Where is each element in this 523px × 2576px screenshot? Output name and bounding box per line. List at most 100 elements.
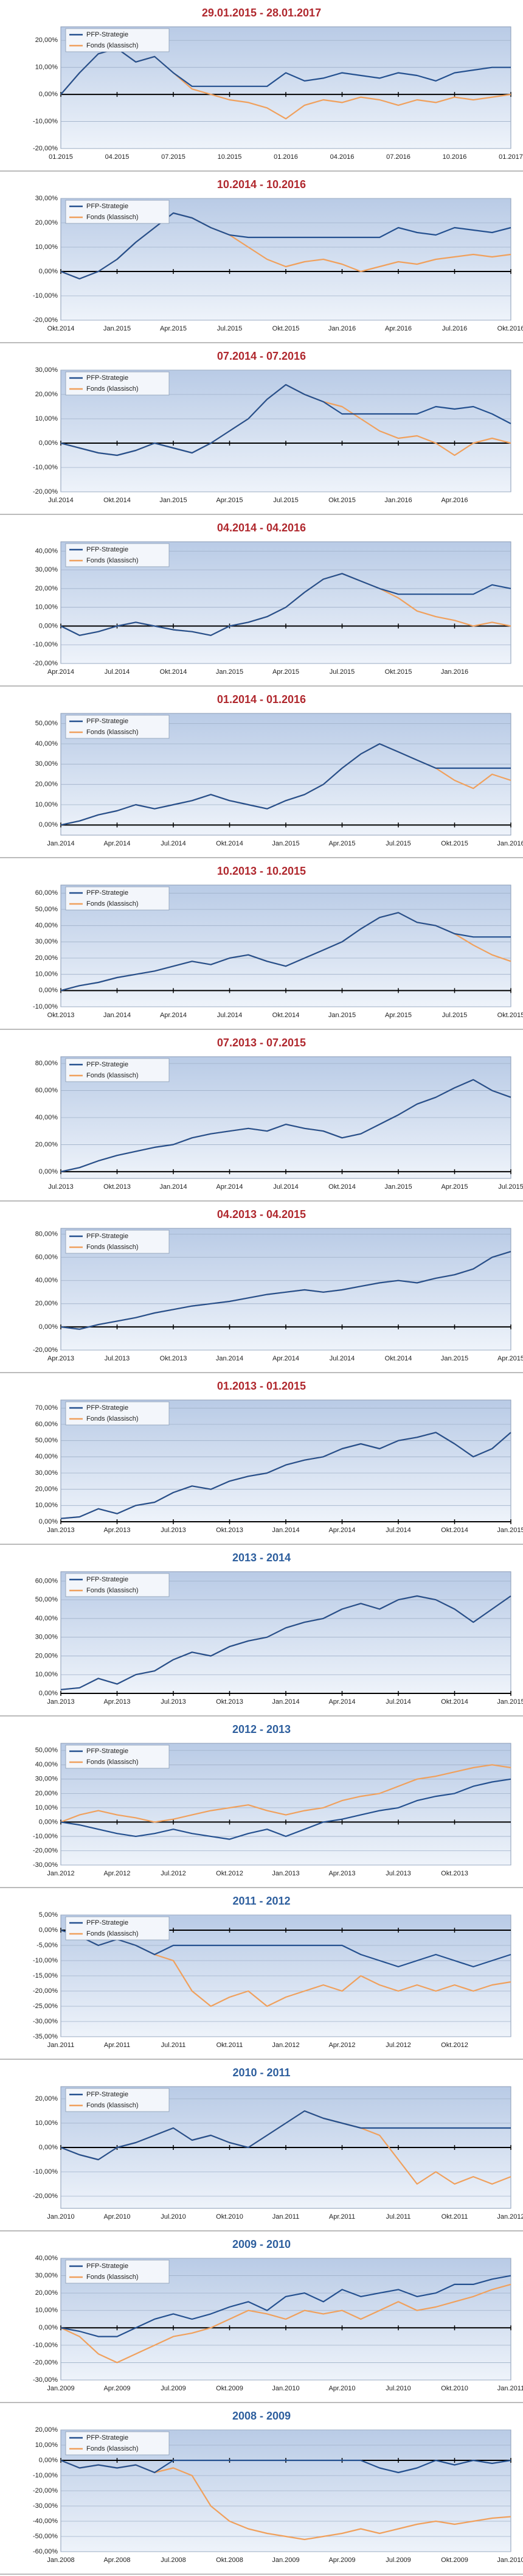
y-tick-label: 30,00% xyxy=(35,2272,58,2279)
y-tick-label: 30,00% xyxy=(35,938,58,945)
legend-box xyxy=(65,1058,170,1082)
x-tick-label: Okt.2014 xyxy=(328,1183,356,1191)
legend-box xyxy=(65,715,170,739)
x-tick-label: Jul.2014 xyxy=(48,497,74,504)
y-tick-label: -30,00% xyxy=(33,2376,58,2384)
chart-title: 29.01.2015 - 28.01.2017 xyxy=(202,7,321,19)
y-tick-label: -10,00% xyxy=(33,2342,58,2349)
chart-title: 2008 - 2009 xyxy=(232,2410,291,2422)
y-tick-label: 20,00% xyxy=(35,2095,58,2102)
x-tick-label: Apr.2014 xyxy=(216,1183,243,1191)
legend-box xyxy=(65,1573,170,1597)
y-tick-label: 80,00% xyxy=(35,1230,58,1237)
x-tick-label: Apr.2014 xyxy=(103,840,130,847)
y-tick-label: 20,00% xyxy=(35,219,58,226)
chart-title: 01.2013 - 01.2015 xyxy=(217,1380,306,1392)
x-tick-label: Apr.2009 xyxy=(328,2557,355,2564)
x-tick-label: Apr.2015 xyxy=(441,1183,468,1191)
x-tick-label: Okt.2014 xyxy=(216,840,243,847)
x-tick-label: Apr.2014 xyxy=(160,1012,187,1019)
x-tick-label: Jan.2015 xyxy=(159,497,187,504)
legend-box xyxy=(65,1916,170,1941)
x-tick-label: Okt.2010 xyxy=(441,2385,468,2392)
y-tick-label: -10,00% xyxy=(33,1957,58,1964)
x-tick-label: Okt.2012 xyxy=(216,1870,243,1877)
x-tick-label: Jul.2011 xyxy=(386,2213,411,2221)
x-tick-label: Apr.2015 xyxy=(497,1355,523,1362)
y-tick-label: 0,00% xyxy=(39,2324,58,2331)
chart-title: 2010 - 2011 xyxy=(232,2067,290,2079)
y-tick-label: 60,00% xyxy=(35,889,58,897)
legend-label: PFP-Strategie xyxy=(86,203,128,210)
series-line xyxy=(60,1251,511,1330)
y-tick-label: 10,00% xyxy=(35,64,58,71)
y-tick-label: 20,00% xyxy=(35,1141,58,1148)
y-tick-label: 50,00% xyxy=(35,1437,58,1444)
legend-label: PFP-Strategie xyxy=(86,1061,128,1068)
legend-label: Fonds (klassisch) xyxy=(86,1415,139,1423)
y-tick-label: 0,00% xyxy=(39,1927,58,1934)
y-tick-label: -20,00% xyxy=(33,317,58,324)
chart: 07.2013 - 07.2015 80,00% 60,00% 40,00% 20,00… xyxy=(0,1037,523,1202)
series-line xyxy=(60,47,511,95)
y-tick-label: -20,00% xyxy=(33,2193,58,2200)
x-tick-label: Apr.2010 xyxy=(103,2213,130,2221)
y-tick-label: 0,00% xyxy=(39,1323,58,1331)
x-tick-label: Jan.2016 xyxy=(384,497,412,504)
chart: 04.2014 - 04.2016 40,00% 30,00% 20,00% 10,00… xyxy=(0,522,523,687)
chart: 2012 - 2013 50,00% 40,00% 30,00% 20,00% 10,00… xyxy=(0,1723,523,1888)
chart: 29.01.2015 - 28.01.2017 20,00% 10,00% 0,00%… xyxy=(0,7,523,172)
x-tick-label: Okt.2016 xyxy=(497,325,523,332)
y-tick-label: 0,00% xyxy=(39,2144,58,2151)
x-tick-label: Jul.2016 xyxy=(442,325,468,332)
x-tick-label: Jul.2014 xyxy=(386,1527,411,1534)
x-tick-label: Okt.2011 xyxy=(442,2213,468,2221)
y-tick-label: 30,00% xyxy=(35,195,58,202)
y-tick-label: 0,00% xyxy=(39,1690,58,1697)
x-tick-label: Okt.2013 xyxy=(47,1012,75,1019)
x-tick-label: Jul.2015 xyxy=(330,668,355,676)
y-tick-label: 40,00% xyxy=(35,1277,58,1284)
y-tick-label: -10,00% xyxy=(33,2168,58,2175)
x-tick-label: Jan.2014 xyxy=(47,840,74,847)
legend-label: Fonds (klassisch) xyxy=(86,1759,139,1766)
series-line xyxy=(60,2275,511,2337)
legend-label: Fonds (klassisch) xyxy=(86,557,139,564)
x-tick-label: Jul.2015 xyxy=(498,1183,523,1191)
y-tick-label: 0,00% xyxy=(39,622,58,629)
x-tick-label: Jul.2011 xyxy=(161,2042,186,2049)
chart: 2013 - 2014 60,00% 50,00% 40,00% 30,00% 20,00… xyxy=(0,1552,523,1717)
x-tick-label: Jan.2015 xyxy=(384,1183,412,1191)
x-tick-label: Okt.2013 xyxy=(103,1183,131,1191)
legend-box xyxy=(65,1401,170,1426)
x-tick-label: Jul.2014 xyxy=(330,1355,355,1362)
y-tick-label: 20,00% xyxy=(35,954,58,962)
x-tick-label: Jan.2008 xyxy=(47,2557,74,2564)
x-tick-label: Okt.2015 xyxy=(441,840,468,847)
y-tick-label: 60,00% xyxy=(35,1087,58,1094)
x-tick-label: Okt.2011 xyxy=(216,2042,243,2049)
y-tick-label: 30,00% xyxy=(35,566,58,573)
chart: 2009 - 2010 40,00% 30,00% 20,00% 10,00% 0,00%… xyxy=(0,2238,523,2403)
y-tick-label: 10,00% xyxy=(35,2441,58,2449)
x-tick-label: Jan.2016 xyxy=(441,668,468,676)
x-tick-label: Okt.2012 xyxy=(441,2042,468,2049)
y-tick-label: 0,00% xyxy=(39,1818,58,1825)
y-tick-label: 30,00% xyxy=(35,1776,58,1783)
series-line xyxy=(60,912,511,992)
legend-label: PFP-Strategie xyxy=(86,31,128,38)
y-tick-label: 10,00% xyxy=(35,2119,58,2127)
x-tick-label: Apr.2015 xyxy=(272,668,299,676)
y-tick-label: 10,00% xyxy=(35,415,58,422)
y-tick-label: 20,00% xyxy=(35,585,58,592)
x-tick-label: Apr.2014 xyxy=(328,1527,355,1534)
x-tick-label: Jan.2014 xyxy=(159,1183,187,1191)
y-tick-label: -20,00% xyxy=(33,2487,58,2494)
y-tick-label: -30,00% xyxy=(33,1861,58,1869)
x-tick-label: Okt.2014 xyxy=(272,1012,300,1019)
y-tick-label: -10,00% xyxy=(33,1003,58,1010)
y-tick-label: 10,00% xyxy=(35,1502,58,1509)
y-tick-label: 40,00% xyxy=(35,1761,58,1768)
x-tick-label: Jul.2014 xyxy=(386,1698,411,1706)
y-tick-label: -35,00% xyxy=(33,2033,58,2040)
